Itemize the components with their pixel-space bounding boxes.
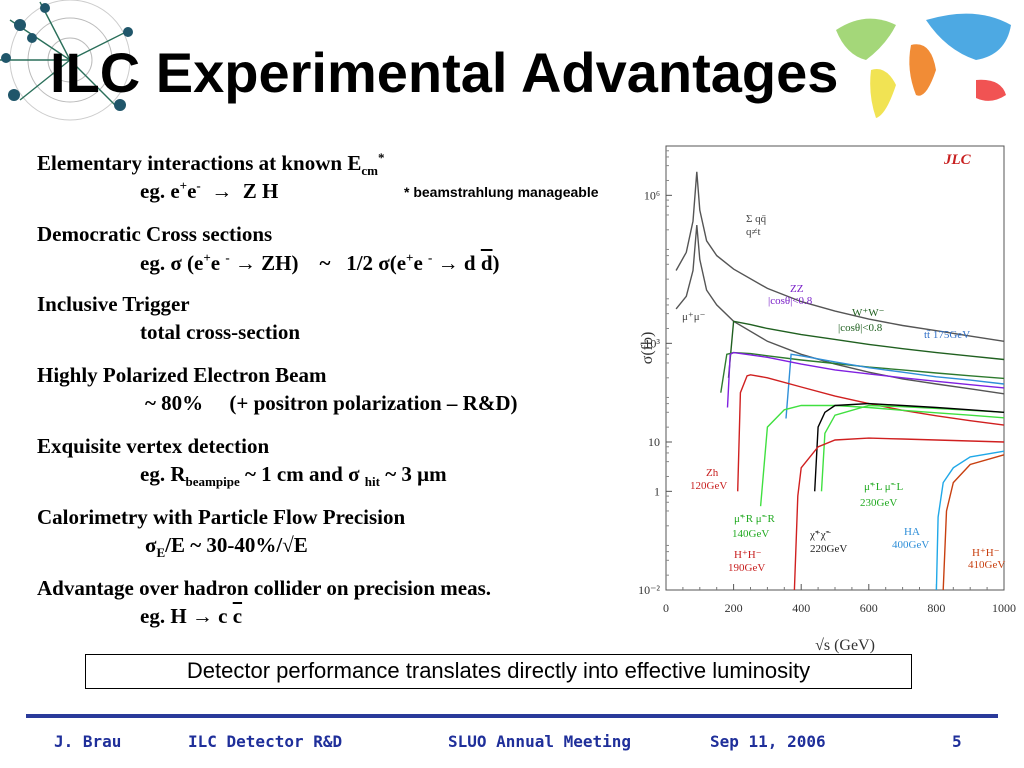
curve-label: Zh: [706, 467, 719, 479]
curve-label: ZZ: [790, 283, 804, 295]
curve-label: 230GeV: [860, 497, 897, 509]
series-line-6: [737, 374, 1005, 492]
footer-rule: [26, 714, 998, 718]
y-tick-label: 10: [648, 435, 660, 449]
series-line-7: [759, 404, 1005, 507]
curve-label: HA: [904, 526, 920, 538]
x-tick-label: 1000: [992, 601, 1016, 615]
y-tick-label: 10⁶: [644, 188, 660, 202]
curve-label: 400GeV: [892, 539, 929, 551]
series-line-0: [675, 171, 1005, 342]
curve-label: 120GeV: [690, 480, 727, 492]
point-polarized: Highly Polarized Electron Beam: [37, 363, 327, 387]
series-line-5: [726, 351, 1005, 408]
curve-label: q≠t: [746, 226, 761, 238]
slide-title: ILC Experimental Advantages: [50, 41, 839, 104]
plot-frame: [665, 145, 1005, 591]
point-inclusive: Inclusive Trigger: [37, 292, 190, 316]
world-map-icon: [836, 13, 1011, 118]
series-line-9: [814, 402, 1005, 492]
series-line-2: [727, 320, 1005, 378]
footer-project: ILC Detector R&D: [188, 732, 343, 751]
curve-label: W⁺W⁻: [852, 307, 885, 319]
x-tick-label: 600: [860, 601, 878, 615]
footer-meeting: SLUO Annual Meeting: [448, 732, 632, 751]
point-democratic-example: eg. σ (e+e - → ZH) ~ 1/2 σ(e+e - → d d): [140, 250, 500, 275]
point-calorimetry: Calorimetry with Particle Flow Precision: [37, 505, 406, 529]
x-tick-label: 0: [663, 601, 669, 615]
curve-label: tt̄ 175GeV: [924, 329, 970, 341]
point-elementary-text: Elementary interactions at known E: [37, 151, 362, 175]
series-line-4: [785, 353, 1005, 419]
curve-label: μ⁺μ⁻: [682, 311, 706, 323]
y-tick-label: 1: [654, 484, 660, 498]
x-tick-label: 200: [725, 601, 743, 615]
x-tick-label: 800: [927, 601, 945, 615]
point-inclusive-detail: total cross-section: [140, 320, 300, 344]
beamstrahlung-note: * beamstrahlung manageable: [404, 184, 599, 200]
point-advantage: Advantage over hadron collider on precis…: [37, 576, 492, 600]
curve-label: |cosθ|<0.8: [768, 295, 813, 307]
curve-label: Σ qq̄: [746, 213, 767, 225]
jlc-logo: JLC: [943, 152, 972, 168]
point-polarized-detail: ~ 80% (+ positron polarization – R&D): [145, 391, 518, 415]
footer-author: J. Brau: [54, 732, 122, 751]
curve-label: 410GeV: [968, 559, 1005, 571]
curve-label: |cosθ|<0.8: [838, 322, 883, 334]
series-line-10: [793, 437, 1005, 591]
eg-eplus-label: eg. e: [140, 179, 180, 203]
point-advantage-detail: eg. H → c c: [140, 604, 243, 628]
y-tick-label: 10³: [644, 336, 660, 350]
point-vertex: Exquisite vertex detection: [37, 434, 270, 458]
point-elementary: Elementary interactions at known Ecm*: [37, 150, 384, 179]
x-tick-label: 400: [792, 601, 810, 615]
curve-label: μ̃⁺R μ̃⁻R: [734, 513, 775, 525]
point-democratic: Democratic Cross sections: [37, 222, 273, 246]
curve-label: 190GeV: [728, 562, 765, 574]
curve-label: μ̃⁺L μ̃⁻L: [864, 481, 903, 493]
curve-label: 140GeV: [732, 528, 769, 540]
ecm-superscript: *: [377, 150, 385, 165]
point-elementary-example: eg. e+e- → Z H: [140, 178, 279, 203]
curve-label: 220GeV: [810, 543, 847, 555]
dd-bar-label: d d): [463, 251, 500, 275]
footer-page-number: 5: [952, 732, 962, 751]
point-vertex-detail: eg. Rbeampipe ~ 1 cm and σ hit ~ 3 μm: [140, 462, 447, 490]
event-display-icon: [0, 0, 133, 121]
curve-label: H⁺H⁻: [972, 547, 1000, 559]
curve-label: H⁺H⁻: [734, 549, 762, 561]
cross-section-chart: 0 200 400 600 800 1000 10⁻² 1 10 10³ 10⁶ JLC √s (GeV…: [638, 145, 1016, 654]
y-axis-label: σ(fb): [639, 332, 656, 365]
series-line-1: [675, 224, 1005, 395]
series-line-12: [942, 454, 1005, 591]
footer-date: Sep 11, 2006: [710, 732, 826, 751]
series-line-8: [820, 404, 1005, 492]
y-tick-label: 10⁻²: [638, 583, 660, 597]
curve-label: χ̃⁺χ̃⁻: [809, 529, 832, 541]
caption-box: Detector performance translates directly…: [85, 654, 912, 689]
point-calorimetry-detail: σE/E ~ 30-40%/√E: [145, 533, 308, 561]
x-axis-label: √s (GeV): [815, 637, 875, 654]
ecm-subscript: cm: [361, 163, 378, 179]
zh-label: Z H: [242, 179, 279, 203]
series-line-11: [935, 450, 1005, 591]
